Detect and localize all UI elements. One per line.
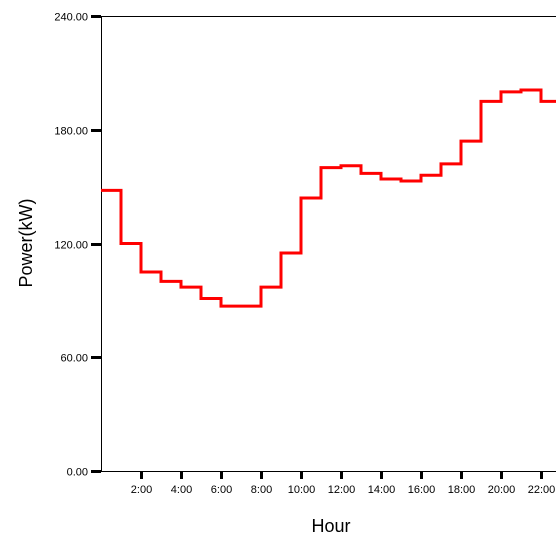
x-tick-label: 8:00 [251,484,272,496]
x-tick-label: 10:00 [288,484,316,496]
y-tick-label: 60.00 [60,353,88,365]
x-axis-ticks: 2:00 4:00 6:00 8:00 10:00 12:00 14:00 16:00 18:0… [131,471,555,496]
y-tick-label: 180.00 [54,126,88,138]
y-axis-title: Power(kW) [16,199,36,288]
y-axis-ticks: 0.00 60.00 120.00 180.00 240.00 [54,12,101,479]
x-tick-label: 16:00 [408,484,436,496]
y-tick-label: 0.00 [67,467,88,479]
x-tick-label: 2:00 [131,484,152,496]
y-tick-label: 240.00 [54,12,88,24]
x-tick-label: 12:00 [328,484,356,496]
x-tick-label: 18:00 [448,484,476,496]
x-tick-label: 22:00 [528,484,556,496]
series-layer [101,88,556,308]
x-tick-label: 20:00 [488,484,516,496]
x-tick-label: 4:00 [171,484,192,496]
x-tick-label: 6:00 [211,484,232,496]
y-tick-label: 120.00 [54,240,88,252]
series-step-line [101,88,556,308]
x-axis-title: Hour [311,516,350,536]
x-tick-label: 14:00 [368,484,396,496]
